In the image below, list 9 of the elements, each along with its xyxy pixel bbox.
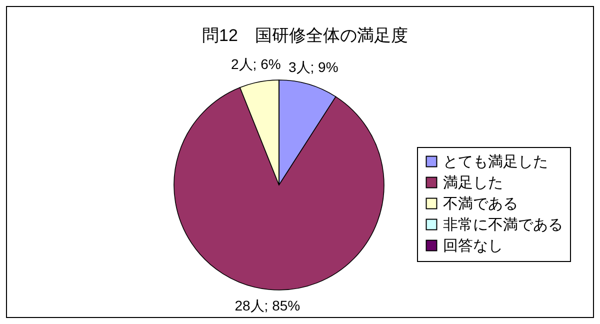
legend-label: 満足した — [443, 174, 503, 192]
legend-label: 回答なし — [443, 238, 503, 254]
chart-title: 問12 国研修全体の満足度 — [202, 26, 408, 45]
legend-label: 非常に不満である — [443, 216, 563, 234]
data-label: 3人; 9% — [288, 58, 338, 75]
legend-label: とても満足した — [443, 154, 548, 170]
data-label: 28人; 85% — [234, 297, 300, 314]
data-label: 2人; 6% — [231, 56, 281, 72]
legend-label: 不満である — [443, 196, 518, 212]
